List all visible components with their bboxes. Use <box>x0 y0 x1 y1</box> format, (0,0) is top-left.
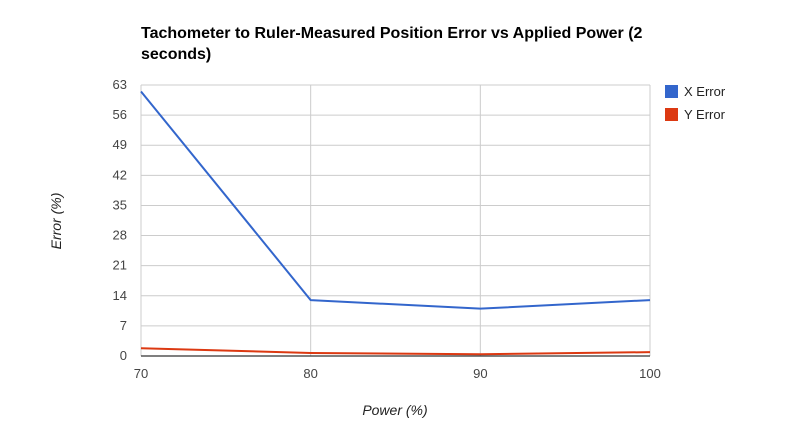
legend-swatch <box>665 85 678 98</box>
y-tick-label: 56 <box>113 107 127 122</box>
legend-label: X Error <box>684 84 726 99</box>
y-tick-label: 0 <box>120 348 127 363</box>
y-tick-label: 35 <box>113 197 127 212</box>
y-tick-label: 63 <box>113 77 127 92</box>
y-tick-label: 14 <box>113 288 127 303</box>
y-tick-label: 7 <box>120 318 127 333</box>
x-axis-label: Power (%) <box>362 402 427 418</box>
series-line-x-error <box>140 90 651 310</box>
gridlines <box>140 84 651 356</box>
y-axis-label: Error (%) <box>48 193 64 250</box>
chart-title-line-2: seconds) <box>141 46 211 63</box>
legend-label: Y Error <box>684 107 726 122</box>
x-tick-label: 100 <box>639 366 661 381</box>
legend: X Error Y Error <box>665 84 726 122</box>
y-tick-label: 42 <box>113 167 127 182</box>
series-line-y-error <box>140 347 651 356</box>
y-tick-label: 21 <box>113 258 127 273</box>
x-tick-label: 80 <box>303 366 317 381</box>
y-tick-label: 49 <box>113 137 127 152</box>
x-tick-label: 70 <box>134 366 148 381</box>
series-lines <box>140 90 651 356</box>
chart-title-line-1: Tachometer to Ruler-Measured Position Er… <box>141 25 643 42</box>
legend-swatch <box>665 108 678 121</box>
tick-labels: 0 7 14 21 28 35 42 49 56 63 70 80 90 100 <box>113 77 661 381</box>
y-tick-label: 28 <box>113 228 127 243</box>
x-tick-label: 90 <box>473 366 487 381</box>
